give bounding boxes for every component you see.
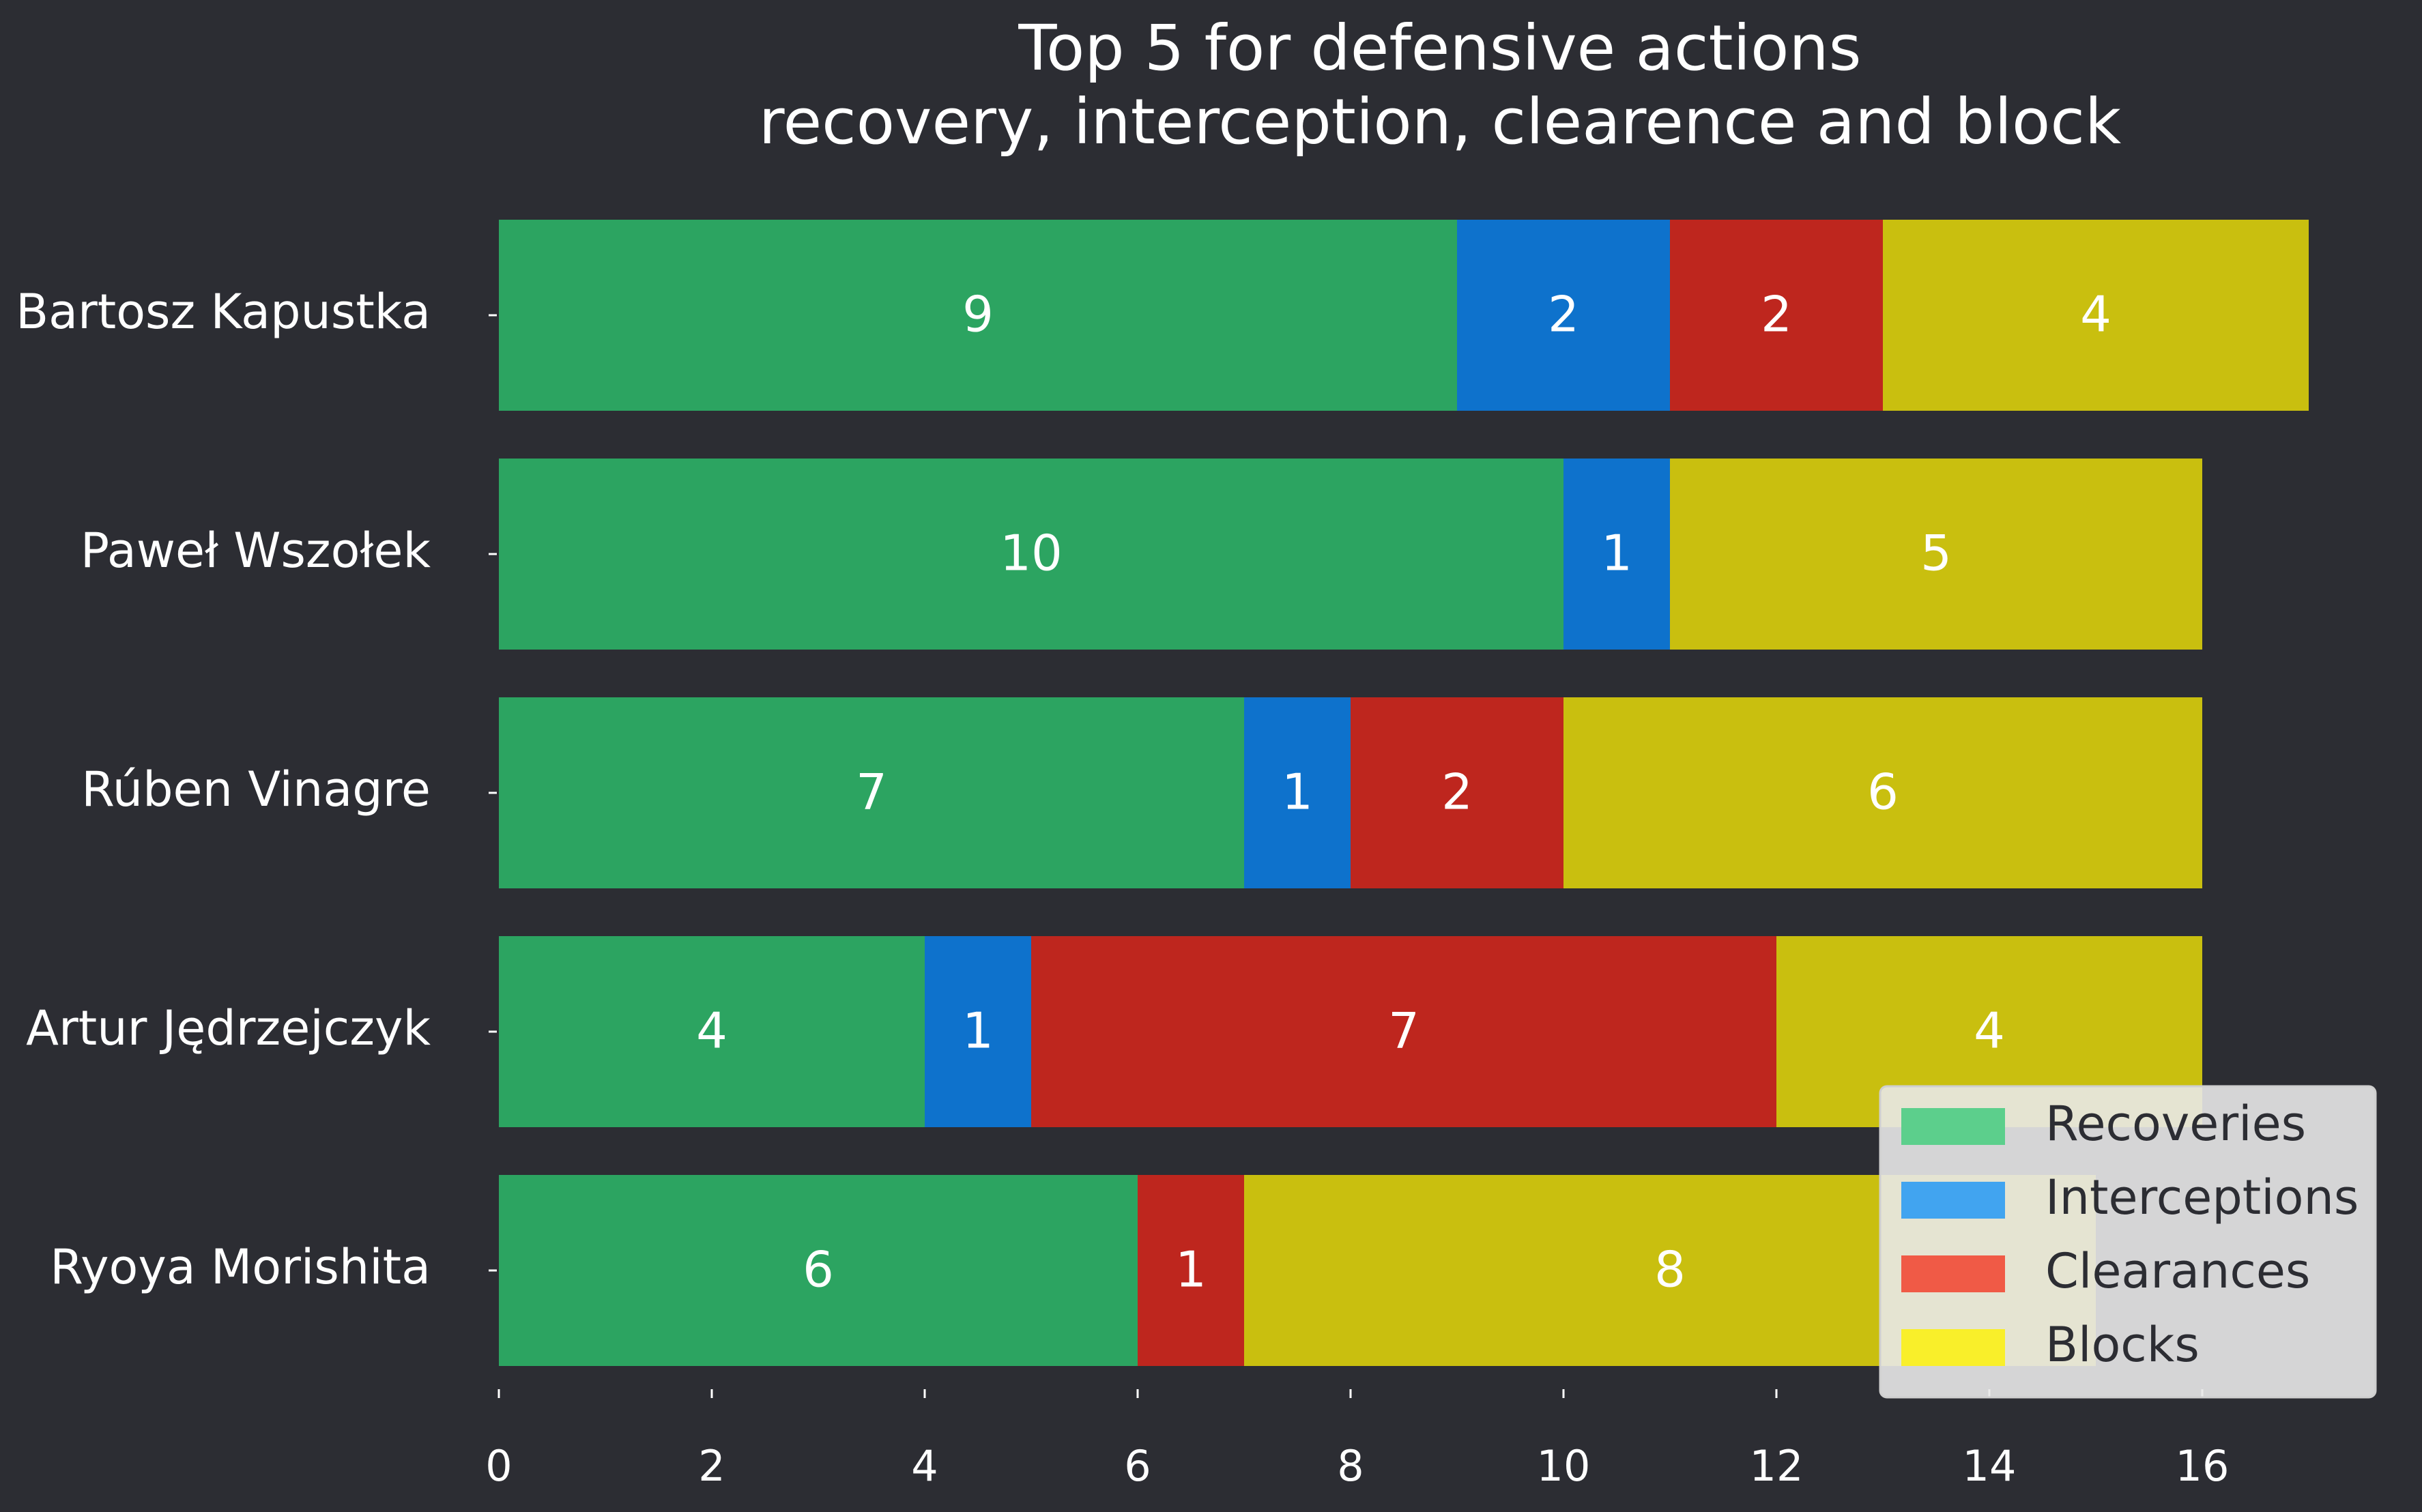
y-axis-label: Rúben Vinagre — [81, 761, 431, 817]
x-tick-label: 4 — [911, 1441, 938, 1491]
bar-segment-recoveries — [499, 697, 1244, 888]
bar-value-label: 2 — [1761, 286, 1792, 343]
y-axis-label: Paweł Wszołek — [81, 523, 431, 579]
bar-value-label: 7 — [856, 764, 887, 821]
y-axis-labels: Bartosz Kapustka Paweł Wszołek Rúben Vinag… — [16, 284, 497, 1295]
legend-item: Interceptions — [1901, 1169, 2359, 1225]
x-tick-label: 2 — [698, 1441, 725, 1491]
bar-value-label: 9 — [962, 286, 994, 343]
legend-label: Blocks — [2045, 1317, 2200, 1373]
bar-row: 4 1 7 4 — [499, 936, 2202, 1127]
bar-value-label: 6 — [803, 1241, 834, 1298]
x-axis: 0 2 4 6 8 10 12 14 16 — [485, 1389, 2229, 1491]
x-tick-label: 14 — [1963, 1441, 2017, 1491]
bar-segment-blocks — [1563, 697, 2202, 888]
bar-value-label: 1 — [1175, 1241, 1207, 1298]
legend-label: Recoveries — [2045, 1096, 2306, 1152]
title-line-2: recovery, interception, clearence and bl… — [759, 85, 2122, 158]
bar-segment-blocks — [1883, 220, 2309, 411]
legend-label: Interceptions — [2045, 1169, 2359, 1225]
bar-row: 9 2 2 4 — [499, 220, 2309, 411]
x-tick-label: 8 — [1337, 1441, 1364, 1491]
x-tick-label: 0 — [485, 1441, 512, 1491]
legend-item: Recoveries — [1901, 1096, 2306, 1152]
legend-swatch-recoveries — [1901, 1108, 2005, 1145]
bar-segment-interceptions — [1563, 459, 1670, 650]
bar-value-label: 1 — [1282, 764, 1313, 821]
bar-value-label: 10 — [1000, 525, 1063, 582]
bar-value-label: 4 — [1974, 1002, 2005, 1060]
y-axis-label: Ryoya Morishita — [50, 1239, 431, 1295]
legend-swatch-interceptions — [1901, 1182, 2005, 1219]
bar-segment-clearances — [1138, 1175, 1244, 1366]
x-tick-label: 12 — [1750, 1441, 1804, 1491]
bar-segment-recoveries — [499, 936, 925, 1127]
bar-row: 7 1 2 6 — [499, 697, 2202, 888]
bar-value-label: 1 — [962, 1002, 994, 1060]
bar-segment-recoveries — [499, 1175, 1138, 1366]
bar-value-label: 2 — [1548, 286, 1579, 343]
bar-value-label: 7 — [1388, 1002, 1419, 1060]
legend-label: Clearances — [2045, 1243, 2310, 1299]
bar-value-label: 4 — [2080, 286, 2111, 343]
bar-segment-interceptions — [1244, 697, 1351, 888]
legend-box — [1879, 1085, 2377, 1399]
x-tick-label: 10 — [1537, 1441, 1591, 1491]
bar-segment-recoveries — [499, 459, 1563, 650]
bar-segment-recoveries — [499, 220, 1457, 411]
legend-item: Blocks — [1901, 1317, 2200, 1373]
y-axis-label: Bartosz Kapustka — [16, 284, 431, 340]
title-line-1: Top 5 for defensive actions — [1018, 12, 1861, 85]
bar-segment-clearances — [1351, 697, 1563, 888]
bar-value-label: 2 — [1441, 764, 1473, 821]
y-axis-label: Artur Jędrzejczyk — [26, 1000, 431, 1056]
bar-segment-clearances — [1031, 936, 1776, 1127]
bar-segment-interceptions — [925, 936, 1031, 1127]
bar-value-label: 5 — [1920, 525, 1952, 582]
bar-row: 10 1 5 — [499, 459, 2202, 650]
legend: Recoveries Interceptions Clearances Blocks — [1879, 1085, 2377, 1399]
x-tick-label: 16 — [2176, 1441, 2230, 1491]
legend-swatch-blocks — [1901, 1329, 2005, 1366]
bar-segment-interceptions — [1457, 220, 1670, 411]
bar-value-label: 4 — [696, 1002, 727, 1060]
bar-row: 6 1 8 — [499, 1175, 2096, 1366]
bar-value-label: 6 — [1867, 764, 1899, 821]
bars: 9 2 2 4 10 1 5 7 1 2 6 4 1 7 4 6 1 8 — [499, 220, 2309, 1366]
x-tick-label: 6 — [1124, 1441, 1151, 1491]
bar-value-label: 1 — [1601, 525, 1632, 582]
bar-value-label: 8 — [1654, 1241, 1686, 1298]
legend-item: Clearances — [1901, 1243, 2310, 1299]
bar-segment-clearances — [1670, 220, 1883, 411]
legend-swatch-clearances — [1901, 1255, 2005, 1292]
bar-segment-blocks — [1670, 459, 2202, 650]
